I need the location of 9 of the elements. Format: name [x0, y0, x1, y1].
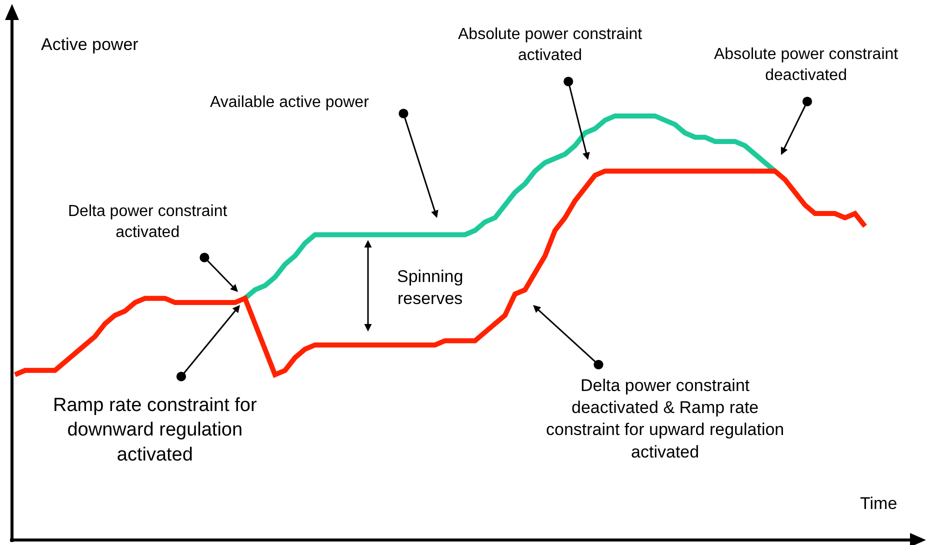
annotation: Delta power constraint deactivated & Ramp rate constraint for upward regulation activated	[546, 376, 784, 462]
x-axis-title: Time	[860, 494, 898, 513]
annotation: Delta power constraint activated	[68, 203, 228, 241]
text: Absolute power constraint activated	[458, 26, 643, 64]
annotation: Ramp rate constraint for downward regulation activated	[53, 395, 258, 466]
annotation: Spinning reserves	[397, 267, 464, 308]
y-axis-title: Active power	[41, 35, 139, 54]
text: Absolute power constraint deactivated	[714, 46, 899, 84]
text: Available active power	[210, 94, 370, 111]
